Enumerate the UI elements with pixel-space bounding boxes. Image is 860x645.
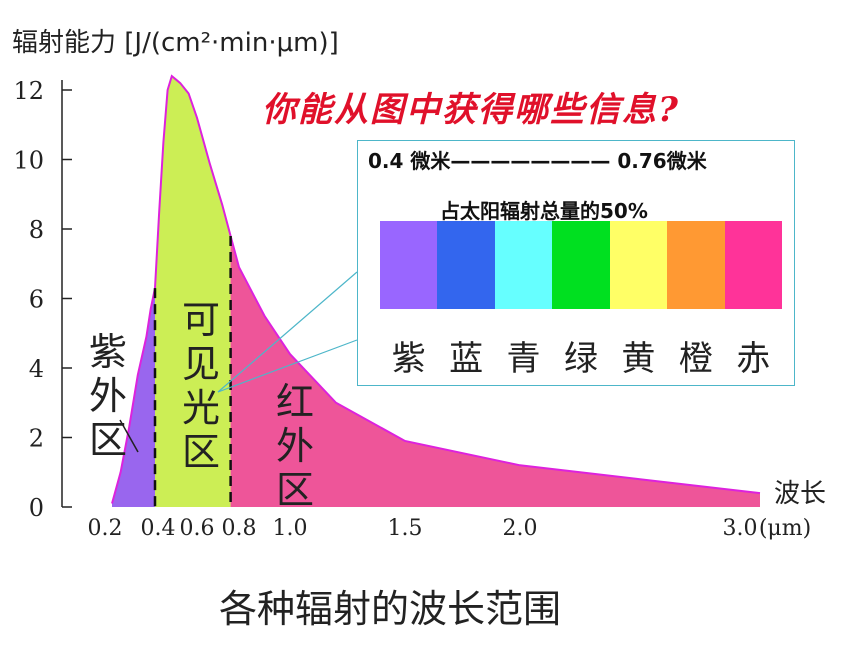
radiation-curve: [111, 74, 761, 504]
color-band: [494, 221, 553, 309]
y-tick-label: 0: [29, 494, 44, 522]
x-unit-label: (μm): [759, 516, 811, 541]
region-label-infrared: 红外区: [275, 380, 314, 512]
wavelength-range: 0.4 微米———————— 0.76微米: [368, 149, 707, 173]
color-band: [667, 221, 725, 309]
x-tick-label: 1.0: [273, 516, 308, 541]
y-tick-label: 2: [29, 425, 44, 453]
color-name: 紫: [391, 339, 426, 379]
color-band: [609, 221, 668, 309]
x-tick-label: 3.0: [723, 516, 758, 541]
axes: 0 2 4 6 8 10 12 0.2 0.4 0.6 0.8 1.0 1.5 2.0 3.0 (μm) 波长: [13, 77, 826, 541]
y-tick-label: 4: [29, 355, 44, 383]
region-fill-infrared: [230, 235, 761, 507]
color-band: [437, 221, 495, 309]
color-name: 黄: [621, 339, 656, 379]
callout-line-lower: [217, 339, 358, 393]
color-name: 赤: [736, 339, 771, 379]
color-name-row: 紫蓝青绿黄橙赤: [380, 331, 782, 380]
color-band: [380, 221, 438, 309]
callout-lines: [119, 271, 358, 453]
y-tick-label: 6: [29, 286, 44, 314]
region-dividers: [153, 235, 232, 507]
x-tick-label: 0.6: [180, 516, 215, 541]
energy-share: 占太阳辐射总量的50%: [440, 199, 648, 223]
y-tick-label: 10: [13, 147, 44, 175]
color-name: 绿: [563, 339, 598, 379]
area-fills: [111, 74, 761, 507]
y-axis-label: 辐射能力 [J/(cm²·min·μm)]: [12, 28, 339, 58]
ultraviolet-pointer: [119, 419, 139, 453]
color-band: [552, 221, 610, 309]
region-fill-ultraviolet: [112, 288, 155, 507]
color-band-strip: [380, 221, 782, 309]
y-tick-label: 8: [29, 216, 44, 244]
x-tick-label: 0.2: [88, 516, 123, 541]
x-tick-label: 0.4: [141, 516, 176, 541]
region-label-ultraviolet: 紫外区: [88, 330, 127, 462]
color-name: 青: [506, 339, 541, 379]
question-text: 你能从图中获得哪些信息?: [262, 90, 680, 130]
x-tick-label: 1.5: [388, 516, 423, 541]
x-tick-label: 0.8: [222, 516, 257, 541]
callout-line-upper: [217, 271, 358, 393]
color-band: [724, 221, 782, 309]
x-axis-label: 波长: [774, 479, 826, 509]
region-fill-visible: [155, 76, 231, 507]
color-name: 蓝: [449, 339, 484, 379]
color-name: 橙: [678, 339, 713, 379]
region-label-visible: 可见光区: [181, 298, 220, 474]
visible-light-infobox: 0.4 微米———————— 0.76微米 占太阳辐射总量的50% 紫蓝青绿黄橙…: [357, 140, 795, 386]
y-tick-label: 12: [13, 77, 44, 105]
chart-caption: 各种辐射的波长范围: [218, 587, 561, 631]
x-tick-label: 2.0: [503, 516, 538, 541]
